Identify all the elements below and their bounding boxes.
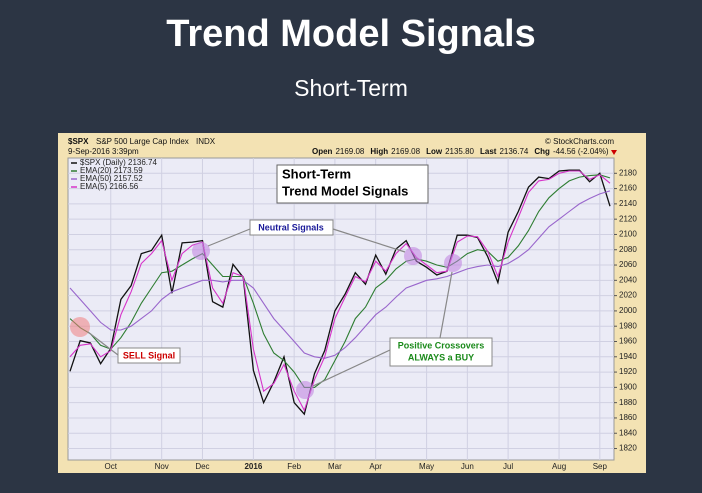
x-tick-label: Sep bbox=[593, 462, 608, 471]
label-box bbox=[117, 347, 181, 364]
highlight bbox=[444, 254, 462, 272]
x-tick-label: Jun bbox=[461, 462, 474, 471]
y-tick-label: 1960 bbox=[619, 337, 637, 346]
y-tick-label: 1900 bbox=[619, 382, 637, 391]
sell-label: SELL Signal bbox=[123, 350, 175, 360]
quote-value: -44.56 (-2.04%) bbox=[553, 147, 609, 156]
arrow bbox=[87, 331, 119, 356]
slide-title: Trend Model Signals bbox=[166, 13, 536, 55]
quote-value: 2169.08 bbox=[391, 147, 420, 156]
quote-value: 2135.80 bbox=[445, 147, 474, 156]
y-tick-label: 2160 bbox=[619, 184, 637, 193]
y-tick-label: 1880 bbox=[619, 398, 637, 407]
y-tick-label: 1840 bbox=[619, 428, 637, 437]
highlight bbox=[296, 381, 314, 399]
grid: 1820 1840 1860 1880 1900 1920 1940 1960 1980 2000… bbox=[68, 158, 637, 471]
down-arrow bbox=[611, 150, 617, 155]
annotations: Short-Term Trend Model Signals Neutral S… bbox=[70, 164, 493, 399]
x-tick-label: Nov bbox=[155, 462, 169, 471]
series-line bbox=[69, 170, 611, 412]
exchange: INDX bbox=[196, 137, 216, 146]
x-tick-label: Feb bbox=[287, 462, 301, 471]
series-line bbox=[69, 190, 611, 359]
buy-label: ALWAYS a BUY bbox=[408, 352, 474, 362]
slide-subtitle: Short-Term bbox=[294, 75, 408, 101]
date: 9-Sep-2016 3:39pm bbox=[68, 147, 139, 156]
quote-row: Open 2169.08 High 2169.08 Low 2135.80 Last 2136… bbox=[312, 147, 609, 156]
x-tick-label: Jul bbox=[503, 462, 513, 471]
box-line: Short-Term bbox=[282, 166, 351, 181]
quote-label: Chg bbox=[534, 147, 550, 156]
neutral-label: Neutral Signals bbox=[258, 222, 324, 232]
quote-label: Low bbox=[426, 147, 443, 156]
box-line: Trend Model Signals bbox=[282, 183, 408, 198]
highlight bbox=[192, 242, 210, 260]
quote-value: 2169.08 bbox=[335, 147, 364, 156]
legend-label: $SPX (Daily) 2136.74 bbox=[80, 158, 157, 167]
buy-label: Positive Crossovers bbox=[398, 340, 485, 350]
y-tick-label: 1920 bbox=[619, 367, 637, 376]
quote-label: Last bbox=[480, 147, 497, 156]
y-tick-label: 2040 bbox=[619, 275, 637, 284]
arrow bbox=[439, 271, 453, 339]
y-tick-label: 2100 bbox=[619, 230, 637, 239]
highlight bbox=[70, 317, 90, 337]
y-tick-label: 2080 bbox=[619, 245, 637, 254]
legend-label: EMA(5) 2166.56 bbox=[80, 182, 139, 191]
y-tick-label: 2140 bbox=[619, 199, 637, 208]
x-tick-label: Aug bbox=[552, 462, 566, 471]
title-box bbox=[276, 164, 429, 204]
arrow bbox=[312, 349, 391, 387]
arrow bbox=[332, 228, 406, 253]
x-tick-label: May bbox=[419, 462, 434, 471]
y-tick-label: 2180 bbox=[619, 168, 637, 177]
index-name: S&P 500 Large Cap Index bbox=[96, 137, 189, 146]
quote-label: Open bbox=[312, 147, 333, 156]
x-tick-label: Oct bbox=[105, 462, 118, 471]
series-lines bbox=[69, 169, 611, 416]
y-tick-label: 1860 bbox=[619, 413, 637, 422]
series-line bbox=[69, 169, 611, 416]
arrow bbox=[207, 228, 251, 247]
legend-label: EMA(20) 2173.59 bbox=[80, 166, 143, 175]
y-tick-label: 2120 bbox=[619, 214, 637, 223]
x-tick-label: Apr bbox=[369, 462, 382, 471]
x-tick-label: Mar bbox=[328, 462, 342, 471]
plot-area bbox=[67, 157, 615, 461]
symbol: $SPX bbox=[68, 137, 89, 146]
y-tick-label: 2020 bbox=[619, 291, 637, 300]
y-tick-label: 2060 bbox=[619, 260, 637, 269]
label-box bbox=[389, 337, 493, 367]
source: © StockCharts.com bbox=[545, 137, 614, 146]
quote-value: 2136.74 bbox=[499, 147, 528, 156]
y-tick-label: 2000 bbox=[619, 306, 637, 315]
x-tick-label: 2016 bbox=[244, 462, 262, 471]
legend-label: EMA(50) 2157.52 bbox=[80, 174, 143, 183]
highlight bbox=[404, 247, 422, 265]
label-box bbox=[249, 219, 334, 236]
y-tick-label: 1940 bbox=[619, 352, 637, 361]
quote-label: High bbox=[370, 147, 388, 156]
y-tick-label: 1980 bbox=[619, 321, 637, 330]
y-tick-label: 1820 bbox=[619, 444, 637, 453]
x-tick-label: Dec bbox=[195, 462, 209, 471]
